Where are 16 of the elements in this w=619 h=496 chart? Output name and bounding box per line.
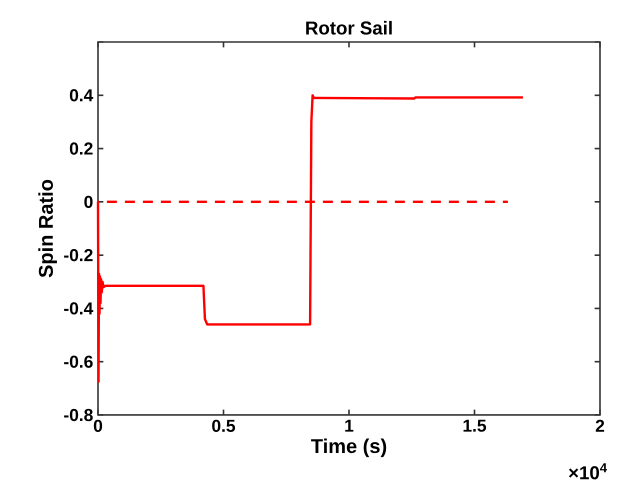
x-tick-label: 0 [94, 420, 102, 432]
x-tick-label: 0.5 [212, 420, 236, 432]
y-tick-label: -0.8 [64, 408, 93, 422]
y-tick-label: -0.6 [64, 356, 93, 368]
y-tick-label: -0.4 [64, 302, 94, 315]
y-tick-label: -0.2 [64, 249, 93, 262]
chart-title: Rotor Sail [306, 20, 392, 35]
x-tick-label: 2 [596, 420, 604, 432]
x-tick-label: 1 [345, 420, 354, 432]
y-tick-label: 0.2 [70, 142, 93, 155]
y-tick-label: 0.4 [70, 89, 94, 102]
y-axis-title: Spin Ratio [38, 180, 57, 278]
x-tick-label: 1.5 [464, 420, 486, 432]
x-axis-title: Time (s) [311, 438, 386, 458]
y-tick-label: 0 [84, 196, 93, 208]
text: ×10$^{4}$ [568, 463, 607, 480]
